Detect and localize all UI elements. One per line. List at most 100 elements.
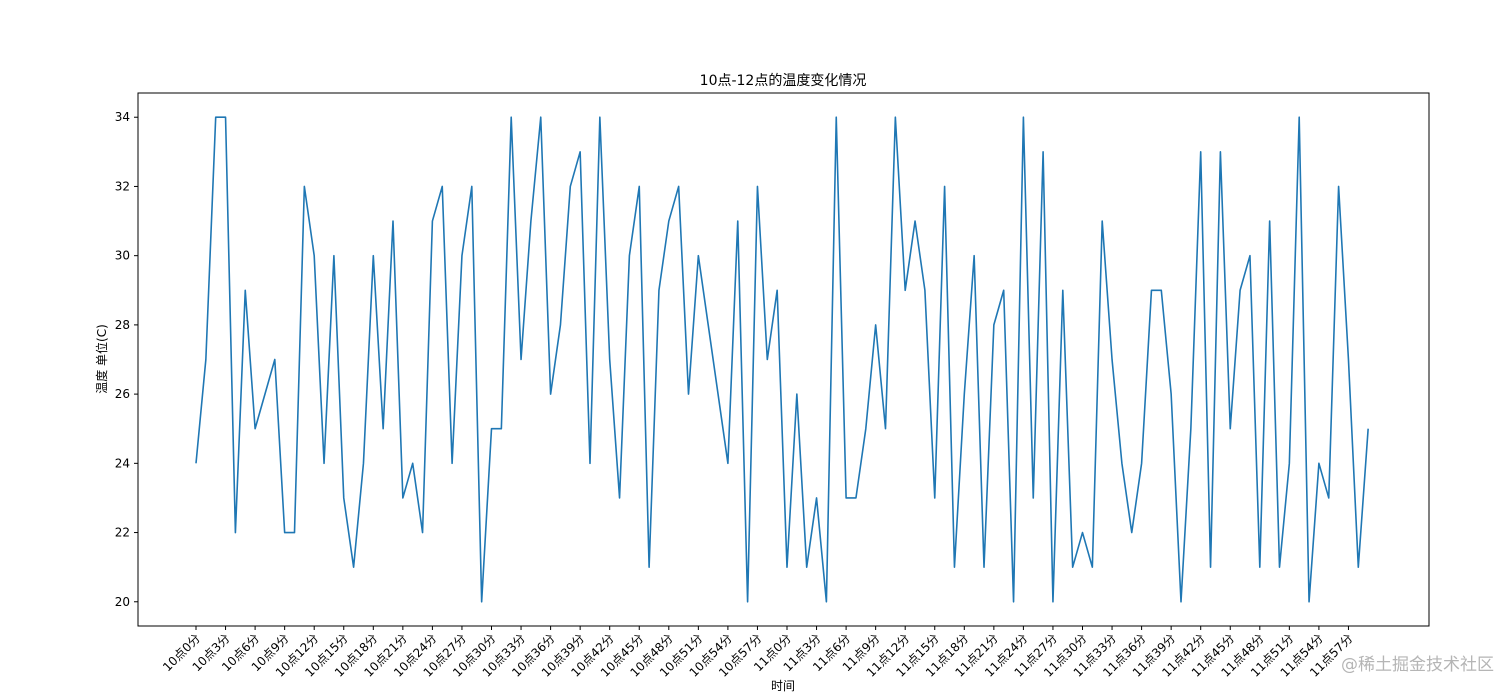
data-point — [825, 601, 827, 603]
data-point — [500, 428, 502, 430]
data-point — [451, 462, 453, 464]
data-point — [766, 358, 768, 360]
data-point — [1318, 462, 1320, 464]
data-point — [1150, 289, 1152, 291]
data-point — [1308, 601, 1310, 603]
x-axis-title: 时间 — [771, 679, 795, 693]
data-point — [845, 497, 847, 499]
data-point — [1249, 254, 1251, 256]
series-line — [195, 116, 1369, 603]
data-point — [1337, 185, 1339, 187]
data-point — [914, 220, 916, 222]
data-point — [599, 116, 601, 118]
data-point — [1200, 151, 1202, 153]
data-point — [1022, 116, 1024, 118]
data-point — [1012, 601, 1014, 603]
data-point — [1101, 220, 1103, 222]
data-point — [1071, 566, 1073, 568]
data-point — [205, 358, 207, 360]
data-point — [1111, 358, 1113, 360]
data-point — [412, 462, 414, 464]
y-tick-label: 30 — [115, 249, 130, 263]
data-point — [776, 289, 778, 291]
data-point — [234, 531, 236, 533]
data-point — [806, 566, 808, 568]
data-point — [215, 116, 217, 118]
data-point — [1131, 531, 1133, 533]
watermark: @稀土掘金技术社区 — [1341, 655, 1494, 675]
y-axis: 20 22 24 26 28 30 32 34 — [115, 110, 138, 609]
data-point — [1268, 220, 1270, 222]
data-point — [1209, 566, 1211, 568]
data-point — [1081, 531, 1083, 533]
data-point — [1062, 289, 1064, 291]
data-point — [904, 289, 906, 291]
data-point — [1180, 601, 1182, 603]
chart-title: 10点-12点的温度变化情况 — [700, 73, 867, 89]
data-point — [697, 254, 699, 256]
data-point — [569, 185, 571, 187]
data-point — [382, 428, 384, 430]
data-point — [1229, 428, 1231, 430]
data-point — [1328, 497, 1330, 499]
data-point — [677, 185, 679, 187]
y-tick-label: 26 — [115, 387, 130, 401]
data-point — [618, 497, 620, 499]
data-point — [796, 393, 798, 395]
plot-series — [195, 116, 1369, 603]
data-point — [254, 428, 256, 430]
data-point — [717, 393, 719, 395]
data-point — [993, 324, 995, 326]
data-point — [1003, 289, 1005, 291]
data-point — [540, 116, 542, 118]
data-point — [283, 531, 285, 533]
data-point — [746, 601, 748, 603]
data-point — [421, 531, 423, 533]
data-point — [1259, 566, 1261, 568]
data-point — [786, 566, 788, 568]
data-point — [362, 462, 364, 464]
data-point — [1278, 566, 1280, 568]
data-point — [1160, 289, 1162, 291]
data-point — [855, 497, 857, 499]
data-point — [727, 462, 729, 464]
data-point — [392, 220, 394, 222]
data-point — [1091, 566, 1093, 568]
data-point — [264, 393, 266, 395]
data-point — [687, 393, 689, 395]
data-point — [628, 254, 630, 256]
data-point — [244, 289, 246, 291]
data-point — [609, 358, 611, 360]
data-point — [441, 185, 443, 187]
data-point — [1042, 151, 1044, 153]
data-point — [884, 428, 886, 430]
data-point — [510, 116, 512, 118]
data-point — [865, 428, 867, 430]
data-point — [983, 566, 985, 568]
data-point — [520, 358, 522, 360]
x-axis: 10点0分10点3分10点6分10点9分10点12分10点15分10点18分10… — [160, 626, 1356, 680]
y-tick-label: 32 — [115, 179, 130, 193]
data-point — [658, 289, 660, 291]
data-point — [402, 497, 404, 499]
data-point — [343, 497, 345, 499]
y-axis-title: 温度 单位(C) — [94, 324, 109, 394]
data-point — [471, 185, 473, 187]
data-point — [963, 393, 965, 395]
data-point — [953, 566, 955, 568]
data-point — [1032, 497, 1034, 499]
y-tick-label: 20 — [115, 595, 130, 609]
data-point — [1170, 393, 1172, 395]
data-point — [924, 289, 926, 291]
data-point — [274, 358, 276, 360]
data-point — [1347, 358, 1349, 360]
data-point — [707, 324, 709, 326]
data-point — [333, 254, 335, 256]
data-point — [549, 393, 551, 395]
data-point — [431, 220, 433, 222]
plot-frame — [137, 92, 1430, 627]
data-point — [195, 462, 197, 464]
data-point — [943, 185, 945, 187]
y-tick-label: 24 — [115, 456, 130, 470]
